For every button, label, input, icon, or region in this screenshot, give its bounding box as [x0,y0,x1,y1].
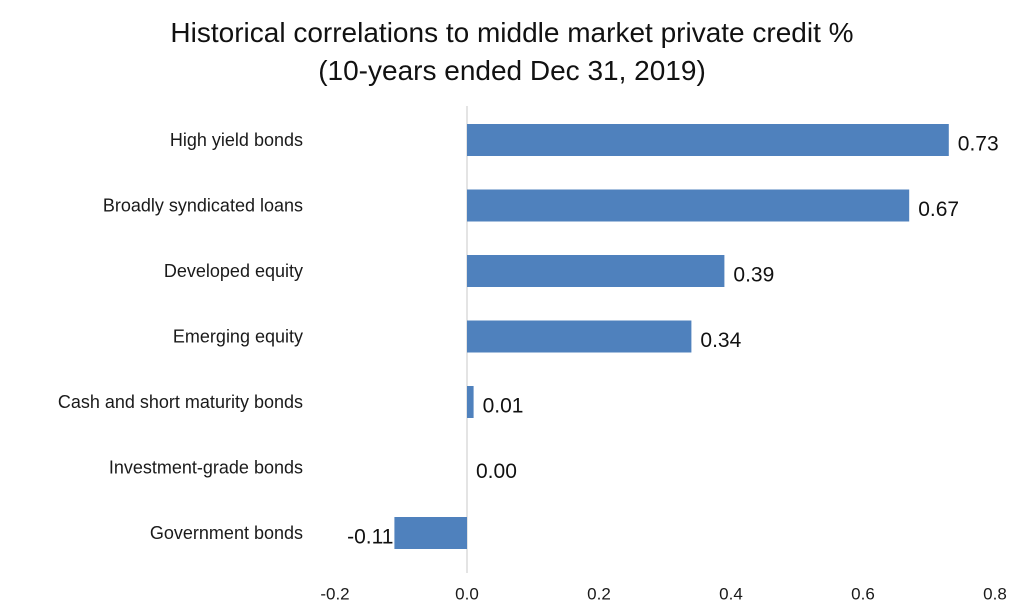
category-label: Cash and short maturity bonds [58,392,303,412]
bar [467,320,692,353]
category-label: High yield bonds [170,130,303,150]
chart-title-block: Historical correlations to middle market… [0,14,1024,90]
bar [467,255,725,287]
bar [467,124,949,156]
data-label: 0.00 [476,460,517,483]
data-label: 0.73 [958,133,999,156]
category-label: Emerging equity [173,327,303,347]
x-tick-label: 0.2 [587,585,611,604]
data-label: -0.11 [347,526,393,549]
data-label: 0.39 [733,264,774,287]
data-label: 0.01 [483,395,524,418]
x-tick-label: 0.4 [719,585,743,604]
data-label: 0.67 [918,198,959,221]
bar [467,386,474,418]
x-tick-label: 0.0 [455,585,479,604]
x-tick-label: 0.8 [983,585,1007,604]
x-tick-label: -0.2 [320,585,349,604]
category-label: Government bonds [150,523,303,543]
chart-subtitle: (10-years ended Dec 31, 2019) [318,55,706,86]
category-label: Investment-grade bonds [109,458,303,478]
bar [394,517,467,549]
category-label: Developed equity [164,261,303,281]
chart-title: Historical correlations to middle market… [170,17,854,48]
data-label: 0.34 [700,329,741,352]
bar [467,189,910,222]
x-tick-label: 0.6 [851,585,875,604]
category-label: Broadly syndicated loans [103,196,303,216]
